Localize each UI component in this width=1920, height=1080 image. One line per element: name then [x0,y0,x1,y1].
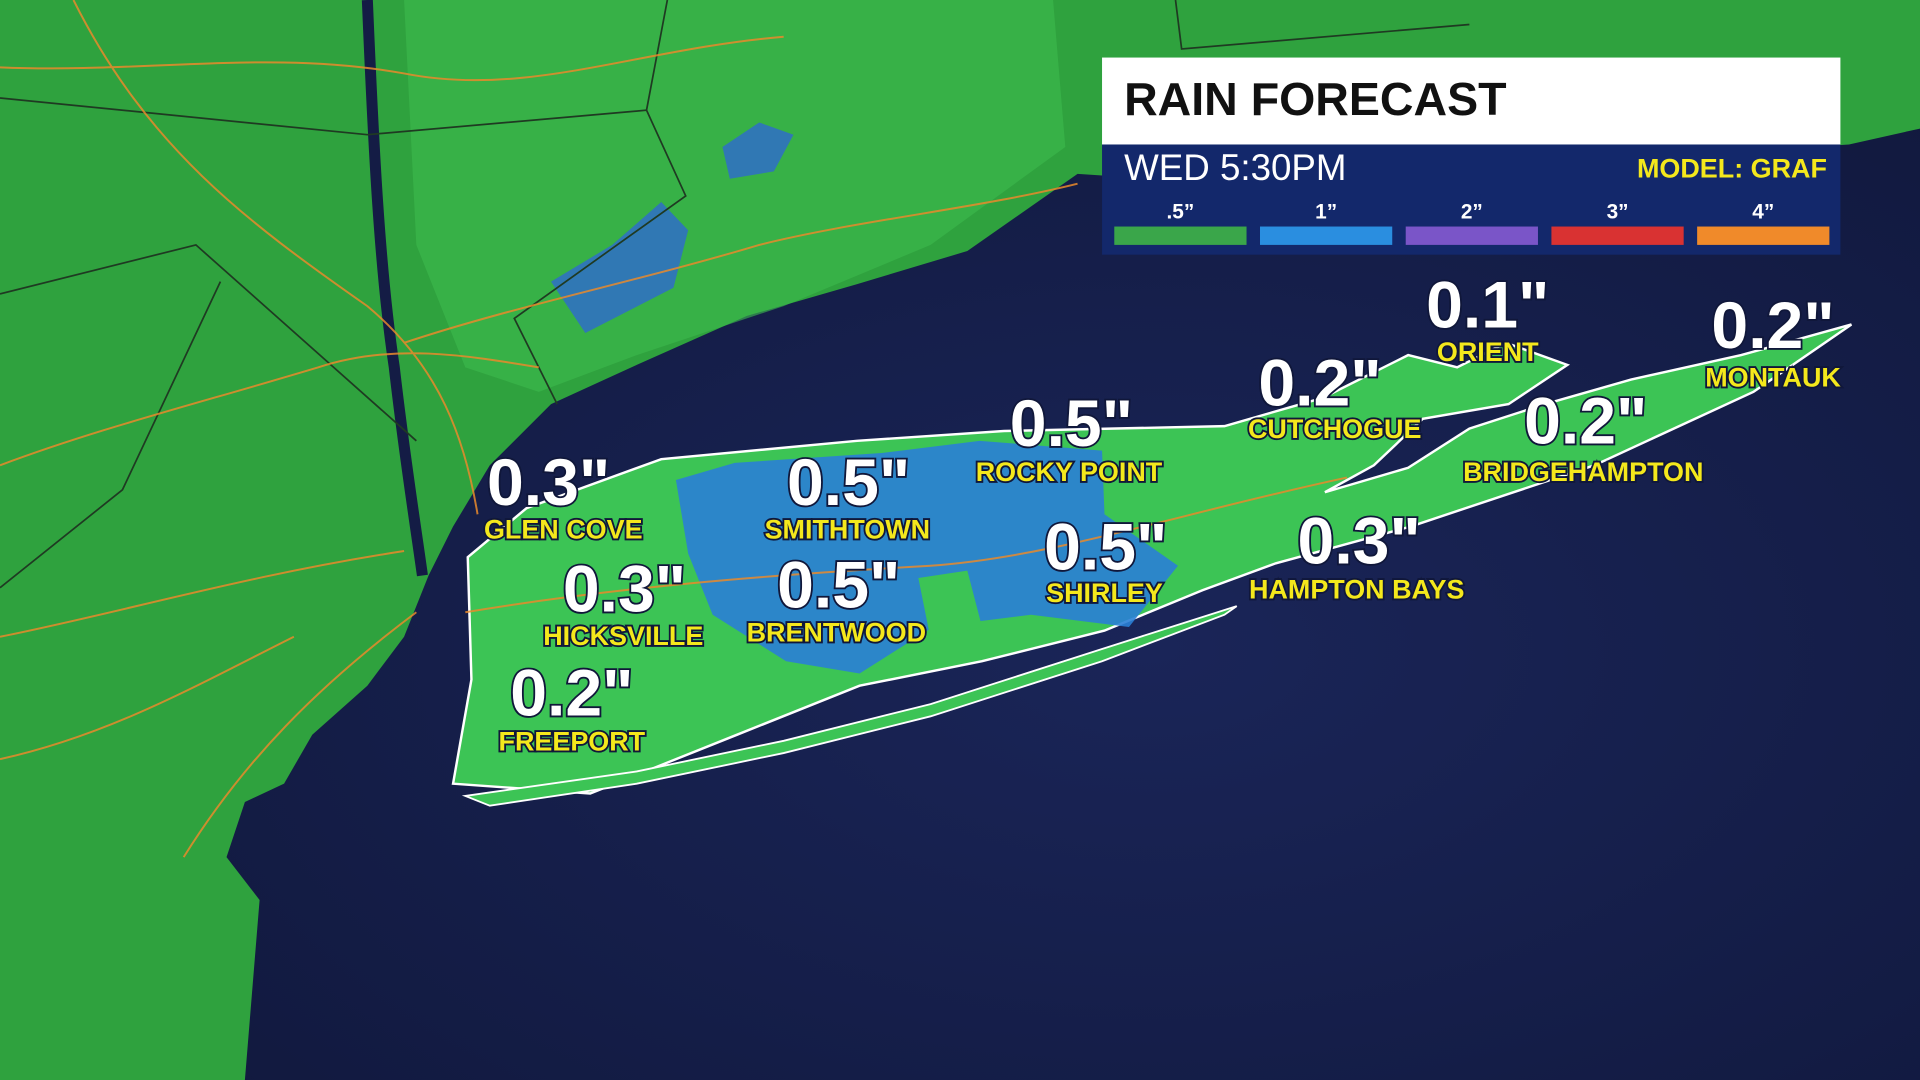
legend-label: .5” [1167,201,1195,224]
roads [0,0,1078,858]
header-title: RAIN FORECAST [1124,73,1506,125]
place: BRIDGEHAMPTON [1463,457,1703,487]
rain-area-light [918,570,983,640]
place: ROCKY POINT [976,457,1163,487]
amount: 0.2" [1711,289,1834,363]
legend-label: 1” [1315,201,1337,224]
legend-label: 3” [1607,201,1629,224]
legend-swatch [1697,226,1830,245]
place: CUTCHOGUE [1248,414,1422,444]
state-borders [0,0,1470,589]
amount: 0.5" [777,549,900,623]
header-model: MODEL: GRAF [1637,153,1827,183]
amount: 0.3" [563,552,686,626]
legend-swatch [1114,226,1247,245]
legend-swatch [1405,226,1538,245]
place: SMITHTOWN [765,515,931,545]
header-panel [1102,57,1841,145]
place: MONTAUK [1705,363,1841,393]
island-road [465,476,1348,614]
amount: 0.5" [1044,511,1167,585]
place: FREEPORT [499,726,646,756]
legend-swatch [1551,226,1684,245]
amount: 0.5" [787,446,910,520]
amount: 0.1" [1426,268,1549,342]
rain-area [551,202,689,334]
place: SHIRLEY [1046,578,1163,608]
amount: 0.3" [1298,505,1421,579]
legend-label: 4” [1752,201,1774,224]
rain-area [675,440,1178,674]
amount: 0.5" [1010,387,1133,461]
legend-swatch [1260,226,1393,245]
legend-label: 2” [1461,201,1483,224]
rain-area [722,122,794,179]
legend: .5” 1” 2” 3” 4” [1114,201,1830,245]
header-time: WED 5:30PM [1124,147,1346,188]
place: BRENTWOOD [747,617,926,647]
place: HICKSVILLE [543,621,703,651]
amount: 0.2" [1258,347,1381,421]
amount: 0.2" [1524,385,1647,459]
amount: 0.2" [510,656,633,730]
place: ORIENT [1437,337,1539,367]
place: HAMPTON BAYS [1249,575,1464,605]
hudson-river [361,0,428,577]
barrier-island [461,605,1238,807]
place: GLEN COVE [484,515,643,545]
amount: 0.3" [487,446,610,520]
